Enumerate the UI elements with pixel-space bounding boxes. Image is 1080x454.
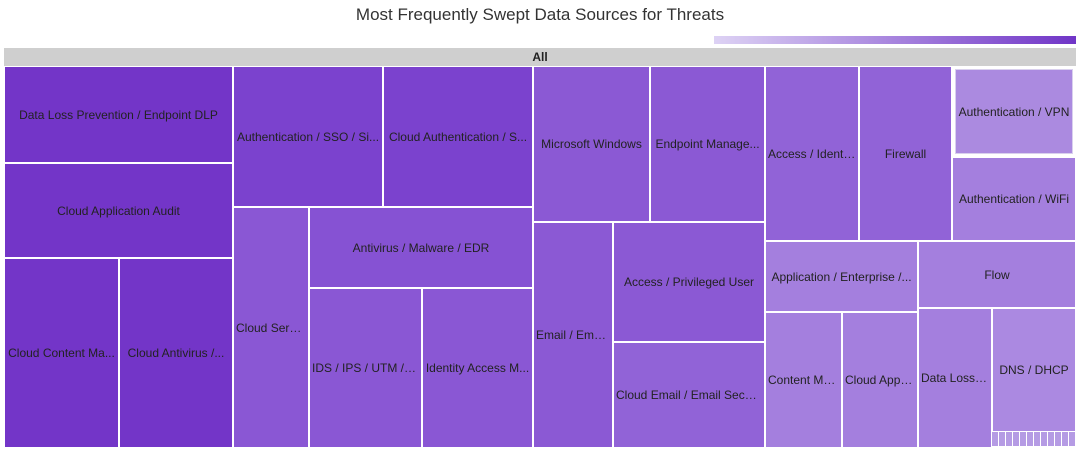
treemap-tile-label: IDS / IPS / UTM / T...	[312, 361, 421, 375]
treemap-tile-label: Firewall	[884, 146, 927, 161]
treemap-tile[interactable]: IDS / IPS / UTM / T...	[309, 288, 422, 448]
treemap-tile[interactable]: Microsoft Windows	[533, 66, 650, 222]
treemap-tile[interactable]: Cloud Servi...	[233, 207, 309, 448]
treemap-tile-label: Cloud Content Ma...	[8, 346, 115, 360]
treemap-tile-label: Flow	[984, 267, 1010, 282]
chart-title: Most Frequently Swept Data Sources for T…	[355, 5, 725, 24]
treemap-tile-label: Content Ma...	[768, 373, 841, 387]
treemap-tile[interactable]: Flow	[918, 241, 1076, 308]
treemap-tile[interactable]: Data Loss Prevention / Endpoint DLP	[4, 66, 233, 163]
treemap-tile[interactable]: Endpoint Manage...	[650, 66, 765, 222]
treemap-tile[interactable]: Data Loss P...	[918, 308, 992, 448]
treemap-tile[interactable]: Cloud Email / Email Securi...	[613, 342, 765, 448]
treemap-root-all[interactable]: All	[4, 48, 1076, 66]
treemap-tile-label: Email / Email...	[536, 328, 612, 342]
treemap-tile[interactable]: Access / Privileged User	[613, 222, 765, 342]
color-scale-legend	[714, 36, 1076, 44]
treemap-tile-label: Cloud Authentication / S...	[388, 129, 528, 144]
treemap-tile[interactable]: Email / Email...	[533, 222, 613, 448]
treemap-tile-label: Cloud Email / Email Securi...	[616, 388, 764, 402]
treemap-tile-label: Cloud Servi...	[236, 320, 308, 335]
treemap-tile-label: Authentication / WiFi	[958, 192, 1070, 206]
treemap-tile[interactable]: Identity Access M...	[422, 288, 533, 448]
treemap-tile-label: DNS / DHCP	[999, 363, 1069, 377]
treemap-tile-label: Access / Privileged User	[623, 275, 755, 289]
treemap-tile[interactable]: Antivirus / Malware / EDR	[309, 207, 533, 288]
treemap-tile-label: Antivirus / Malware / EDR	[352, 240, 490, 255]
treemap-tiny-tiles[interactable]	[992, 432, 1076, 446]
treemap-tile[interactable]: Cloud Antivirus /...	[119, 258, 233, 448]
treemap-tile-label: Microsoft Windows	[541, 137, 642, 151]
treemap-tile[interactable]: Cloud Content Ma...	[4, 258, 119, 448]
treemap-tile[interactable]: DNS / DHCP	[992, 308, 1076, 432]
treemap-tile[interactable]: Cloud Appli...	[842, 312, 918, 448]
treemap-tile[interactable]: Content Ma...	[765, 312, 842, 448]
treemap-tile-label: Access / Identit...	[768, 146, 858, 161]
treemap-tile[interactable]: Authentication / WiFi	[952, 157, 1076, 241]
treemap-tile-label: Authentication / VPN	[958, 104, 1070, 119]
treemap-tile[interactable]: Application / Enterprise /...	[765, 241, 918, 312]
treemap-tile[interactable]: Cloud Application Audit	[4, 163, 233, 258]
treemap-tile-label: Cloud Appli...	[845, 373, 916, 387]
treemap-tile-label: Cloud Antivirus /...	[127, 346, 225, 360]
treemap-tile-label: Endpoint Manage...	[655, 137, 760, 151]
treemap-tile[interactable]: Firewall	[859, 66, 952, 241]
treemap-tile-label: Data Loss Prevention / Endpoint DLP	[19, 107, 218, 122]
treemap-tile[interactable]: Authentication / VPN	[952, 66, 1076, 157]
treemap-tile-label: Data Loss P...	[921, 371, 991, 385]
treemap-tile[interactable]: Cloud Authentication / S...	[383, 66, 533, 207]
treemap-tile[interactable]: Access / Identit...	[765, 66, 859, 241]
treemap-tile-label: Application / Enterprise /...	[771, 269, 912, 284]
treemap-tile-label: Identity Access M...	[425, 361, 530, 375]
treemap-tile-label: Authentication / SSO / Si...	[236, 129, 380, 144]
treemap-tile[interactable]: Authentication / SSO / Si...	[233, 66, 383, 207]
treemap-tile-label: Cloud Application Audit	[57, 203, 180, 218]
